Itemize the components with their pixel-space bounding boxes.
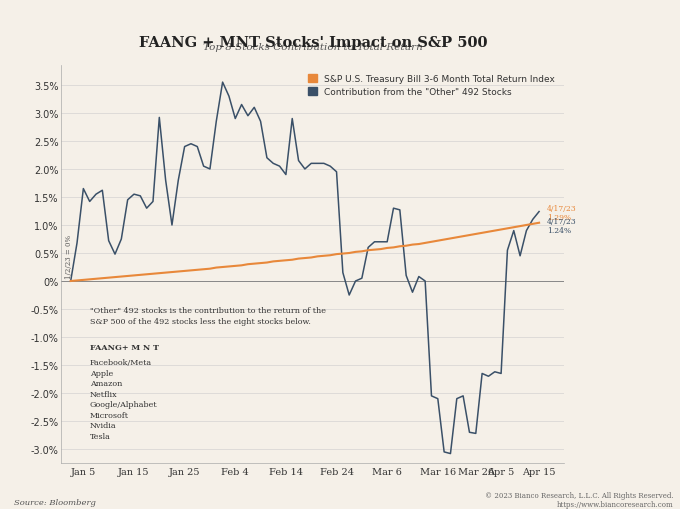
Text: "Other" 492 stocks is the contribution to the return of the
S&P 500 of the 492 s: "Other" 492 stocks is the contribution t… (90, 306, 326, 326)
Text: Facebook/Meta
Apple
Amazon
Netflix
Google/Alphabet
Microsoft
Nvidia
Tesla: Facebook/Meta Apple Amazon Netflix Googl… (90, 359, 157, 440)
Text: 4/17/23
1.24%: 4/17/23 1.24% (547, 217, 577, 235)
Text: FAANG+ M N T: FAANG+ M N T (90, 343, 158, 351)
Text: 4/17/23
1.29%: 4/17/23 1.29% (547, 205, 577, 222)
Text: © 2023 Bianco Research, L.L.C. All Rights Reserved.: © 2023 Bianco Research, L.L.C. All Right… (485, 491, 673, 499)
Text: Source: Bloomberg: Source: Bloomberg (14, 498, 95, 506)
Title: FAANG + MNT Stocks' Impact on S&P 500: FAANG + MNT Stocks' Impact on S&P 500 (139, 36, 487, 50)
Legend: S&P U.S. Treasury Bill 3-6 Month Total Return Index, Contribution from the "Othe: S&P U.S. Treasury Bill 3-6 Month Total R… (304, 71, 560, 101)
Text: Top 8 Stocks Contribution to Total Return: Top 8 Stocks Contribution to Total Retur… (203, 43, 423, 52)
Text: 1/2/23 = 0%: 1/2/23 = 0% (65, 235, 73, 278)
Text: https://www.biancoresearch.com: https://www.biancoresearch.com (556, 500, 673, 508)
